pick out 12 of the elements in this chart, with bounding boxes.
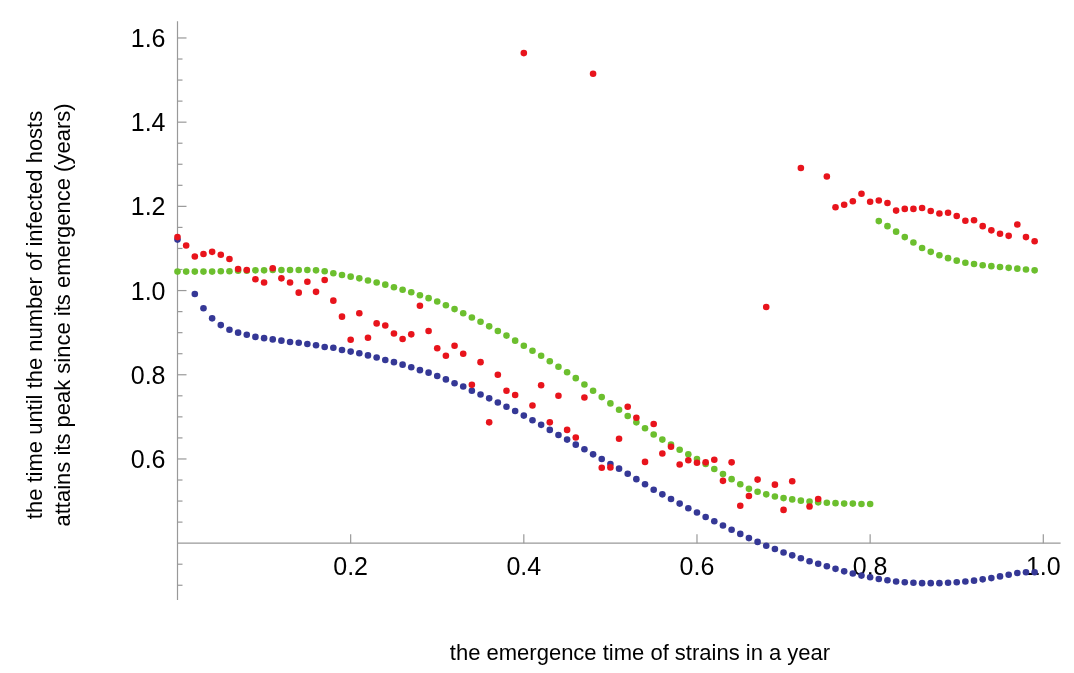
y-tick-label: 1.2 <box>130 192 166 221</box>
x-tick-label: 0.4 <box>506 552 542 581</box>
x-axis-title: the emergence time of strains in a year <box>449 640 831 665</box>
y-tick-label: 1.4 <box>130 108 166 137</box>
y-tick-label: 0.6 <box>130 444 166 473</box>
y-tick-label: 1.6 <box>130 23 166 52</box>
y-axis-title: the time until the number of infected hosts attains its peak since its emergence (years) <box>22 103 75 527</box>
y-tick-label: 1.0 <box>130 276 166 305</box>
y-tick-label: 0.8 <box>130 360 166 389</box>
x-tick-label: 0.8 <box>852 552 888 581</box>
x-tick-label: 0.6 <box>679 552 715 581</box>
x-tick-label: 0.2 <box>333 552 369 581</box>
